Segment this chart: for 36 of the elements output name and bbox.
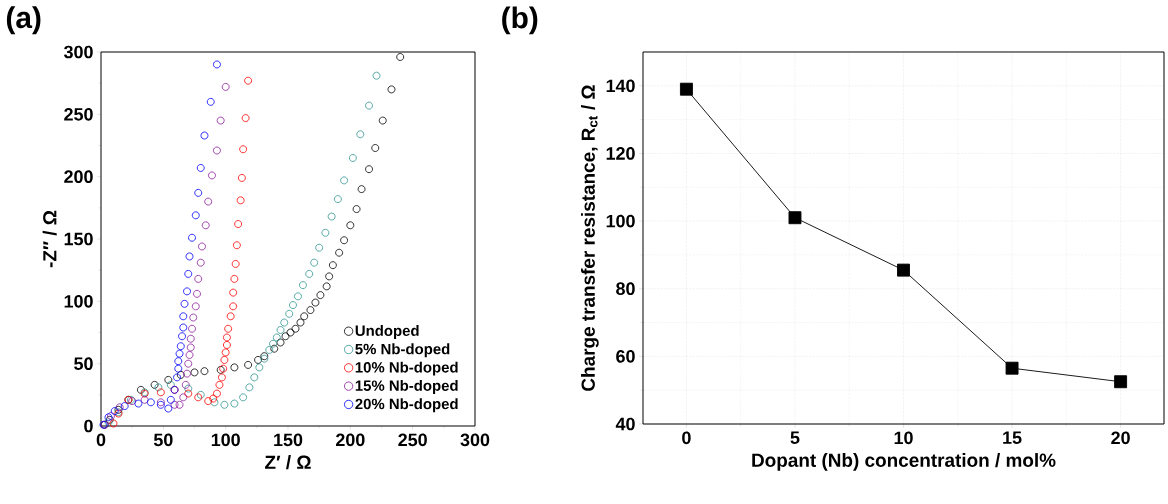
y-tick-label: 0 [84, 419, 93, 433]
y-tick-label: 100 [64, 294, 93, 308]
x-tick-label: 5 [790, 431, 800, 445]
legend-label: 15% Nb-doped [355, 379, 458, 394]
y-tick-label: 300 [63, 45, 93, 59]
y-tick-label: 60 [616, 350, 635, 363]
x-tick-label: 20 [1111, 431, 1130, 445]
y-tick-label: 40 [615, 417, 635, 431]
y-tick-label: 100 [606, 214, 635, 228]
x-tick-label: 200 [336, 433, 365, 447]
x-tick-label: 0 [96, 433, 106, 447]
x-axis-title: Z′ / Ω [265, 455, 311, 470]
x-tick-label: 150 [274, 433, 303, 447]
x-tick-label: 300 [460, 433, 490, 447]
text: (a) [6, 6, 41, 35]
x-axis-title: Dopant (Nb) concentration / mol% [752, 453, 1056, 471]
y-tick-label: 250 [64, 107, 93, 121]
y-tick-label: 200 [64, 170, 93, 184]
legend-label: 5% Nb-doped [355, 343, 450, 358]
y-tick-label: 120 [606, 147, 635, 160]
x-tick-label: 0 [682, 431, 691, 445]
x-tick-label: 250 [398, 433, 427, 447]
text: (b) [502, 6, 538, 35]
x-tick-label: 100 [211, 433, 240, 447]
y-axis-title: -Z″ / Ω [42, 210, 57, 268]
x-tick-label: 10 [894, 431, 913, 445]
y-tick-label: 140 [606, 79, 635, 93]
legend-label: 10% Nb-doped [355, 361, 458, 376]
legend-label: 20% Nb-doped [355, 398, 458, 413]
y-tick-label: 50 [74, 357, 93, 371]
legend-label: Undoped [355, 325, 419, 339]
y-tick-label: 150 [64, 232, 93, 246]
x-tick-label: 15 [1003, 431, 1022, 445]
y-axis-title: Charge transfer resistance, R$_{ct}$ / Ω [581, 85, 599, 391]
x-tick-label: 50 [153, 433, 173, 447]
y-tick-label: 80 [616, 282, 635, 296]
